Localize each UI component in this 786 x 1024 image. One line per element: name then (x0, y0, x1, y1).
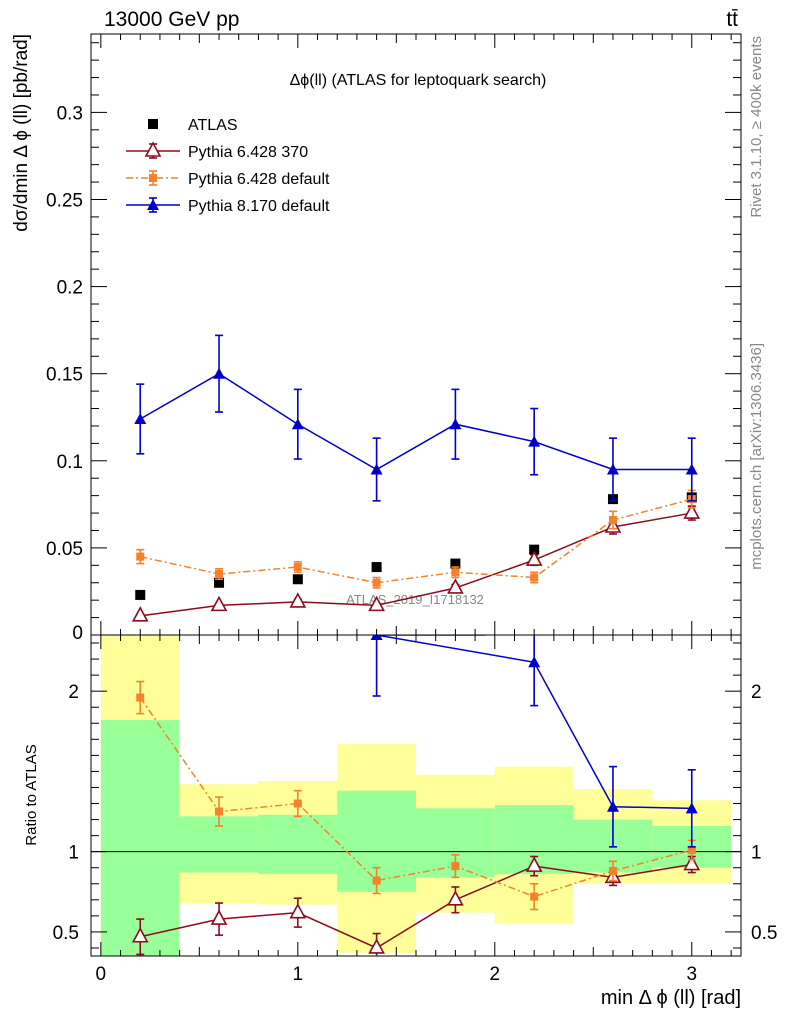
data-point (136, 552, 145, 561)
ratio-point (447, 890, 464, 906)
series-line-3 (139, 372, 692, 471)
data-point (289, 592, 307, 608)
ratio-y-tick-label-right: 2 (751, 682, 762, 703)
data-point (215, 570, 224, 579)
data-point (449, 418, 462, 430)
chart-title: Δϕ(ll) (ATLAS for leptoquark search) (290, 72, 547, 89)
x-tick-label: 2 (489, 964, 500, 985)
legend-marker (149, 174, 157, 182)
ratio-y-tick-label: 2 (68, 682, 79, 703)
x-tick-label: 3 (686, 964, 697, 985)
data-point (134, 412, 147, 424)
legend-label: Pythia 8.170 default (188, 198, 330, 215)
ratio-point (131, 927, 149, 943)
main-data-series (131, 334, 701, 622)
ratio-point (370, 635, 383, 640)
main-y-tick-label: 0.25 (46, 190, 83, 211)
main-y-tick-label: 0.3 (57, 103, 83, 124)
main-y-tick-label: 0 (72, 623, 83, 644)
ratio-axis-ticks: 0 1 2 3 0.5 0.5 1 1 2 2 (53, 635, 777, 985)
main-y-tick-label: 0.15 (46, 365, 83, 386)
data-point (528, 435, 541, 447)
data-point (530, 573, 539, 582)
main-y-tick-label: 0.1 (57, 452, 83, 473)
ratio-point (293, 799, 302, 808)
ratio-point (210, 909, 228, 925)
ratio-y-axis-label: Ratio to ATLAS (23, 744, 40, 845)
legend-label: Pythia 6.428 370 (188, 144, 308, 161)
ratio-band-inner (258, 814, 338, 875)
series-line-1 (140, 512, 692, 617)
ratio-point (528, 656, 541, 668)
data-point (451, 568, 460, 577)
main-y-tick-label: 0.2 (57, 278, 83, 299)
ratio-point (685, 802, 698, 814)
data-point (685, 463, 698, 475)
ratio-point (289, 902, 307, 919)
ratio-uncertainty-bands (91, 635, 741, 956)
ratio-line-2 (139, 697, 692, 898)
legend-label: ATLAS (188, 117, 238, 134)
x-tick-label: 0 (96, 964, 107, 985)
ratio-point (136, 693, 145, 702)
data-point (683, 503, 701, 519)
ratio-point (687, 846, 696, 855)
ratio-y-tick-label: 1 (68, 843, 79, 864)
data-point (606, 463, 619, 475)
ratio-point (683, 854, 701, 871)
data-point (210, 595, 228, 612)
ratio-point (451, 862, 460, 871)
ratio-band-inner (100, 720, 180, 956)
data-point (291, 418, 304, 430)
data-point (135, 589, 146, 600)
process-label: tt̄ (726, 8, 738, 31)
ratio-data-series (131, 635, 701, 956)
data-point (529, 544, 540, 555)
series-line-2 (140, 498, 692, 584)
legend-marker (144, 141, 162, 157)
legend-marker (148, 119, 158, 129)
data-point (213, 367, 226, 379)
data-point (131, 606, 149, 622)
ratio-point (525, 856, 543, 872)
energy-label: 13000 GeV pp (104, 8, 239, 31)
data-point (372, 578, 381, 587)
ratio-point (215, 807, 224, 816)
data-point (608, 516, 617, 525)
legend-marker (147, 199, 159, 210)
legend: ATLAS Pythia 6.428 370 Pythia 6.428 defaul… (126, 117, 330, 215)
data-point (370, 463, 383, 475)
ratio-point (530, 892, 539, 901)
ratio-point (372, 876, 381, 885)
mcplots-label: mcplots.cern.ch [arXiv:1306.3436] (748, 343, 765, 570)
x-tick-label: 1 (293, 964, 304, 985)
main-y-axis-label: dσ/dmin Δ ϕ (ll) [pb/rad] (11, 34, 32, 232)
ratio-point (368, 938, 385, 954)
data-point (293, 563, 302, 572)
data-point (450, 558, 461, 569)
rivet-version-label: Rivet 3.1.10, ≥ 400k events (748, 36, 765, 218)
data-point (368, 595, 385, 612)
main-axis-ticks: 0.05 0.1 0.15 0.2 0.25 0.3 0 (46, 34, 741, 644)
ratio-point (606, 800, 619, 812)
legend-label: Pythia 6.428 default (188, 171, 330, 188)
data-point (214, 577, 225, 588)
ratio-y-tick-label-right: 0.5 (751, 923, 777, 944)
data-point (371, 562, 382, 573)
ratio-y-tick-label-right: 1 (751, 843, 762, 864)
ratio-y-tick-label: 0.5 (53, 923, 79, 944)
ratio-point (608, 866, 617, 875)
data-point (292, 574, 303, 585)
x-axis-label: min Δ ϕ (ll) [rad] (601, 987, 741, 1009)
data-point (525, 550, 543, 566)
data-point (447, 578, 464, 594)
main-y-tick-label: 0.05 (46, 539, 83, 560)
